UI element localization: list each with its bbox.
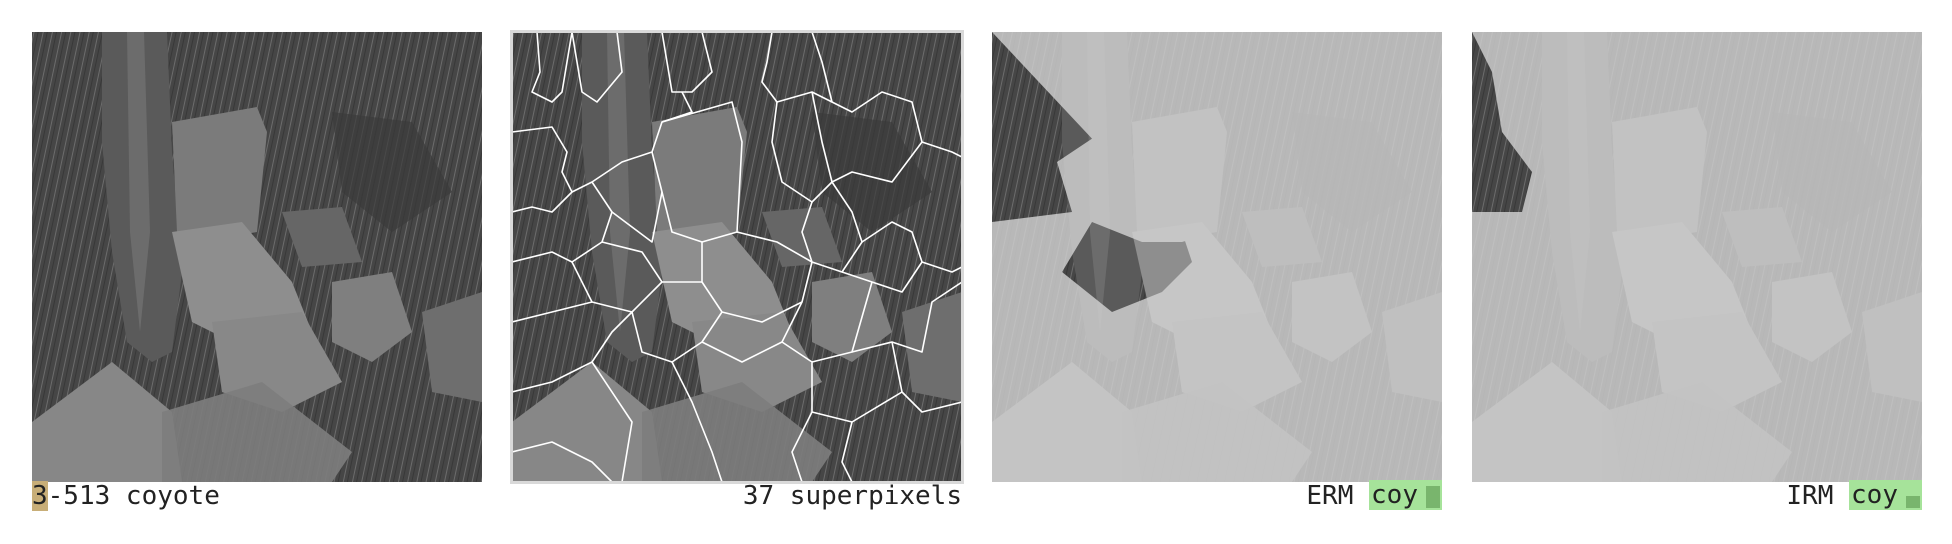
superpixel-image	[512, 32, 962, 482]
original-image	[32, 32, 482, 482]
erm-mask-panel	[992, 32, 1442, 482]
irm-method-label: IRM	[1786, 481, 1834, 511]
erm-masked-regions	[992, 32, 1442, 482]
irm-prediction-badge: coy	[1849, 480, 1922, 510]
erm-prediction-badge: coy	[1369, 480, 1442, 510]
erm-confidence-bar	[1426, 485, 1440, 508]
original-image-panel	[32, 32, 482, 482]
image-id-highlight: 3	[32, 481, 48, 511]
superpixel-panel	[510, 30, 964, 484]
erm-prediction-label: coy	[1371, 480, 1418, 510]
irm-confidence-bar	[1906, 496, 1920, 508]
erm-mask-image	[992, 32, 1442, 482]
erm-method-label: ERM	[1306, 481, 1354, 511]
irm-prediction-label: coy	[1851, 480, 1898, 510]
irm-caption: IRM coy	[1472, 480, 1922, 512]
superpixel-caption: 37 superpixels	[742, 481, 962, 511]
irm-masked-regions	[1472, 32, 1922, 482]
irm-mask-image	[1472, 32, 1922, 482]
image-id-label: -513 coyote	[47, 481, 220, 511]
erm-caption: ERM coy	[992, 480, 1442, 512]
superpixel-boundaries	[512, 32, 962, 482]
irm-mask-panel	[1472, 32, 1922, 482]
original-caption: 3-513 coyote	[32, 480, 482, 512]
